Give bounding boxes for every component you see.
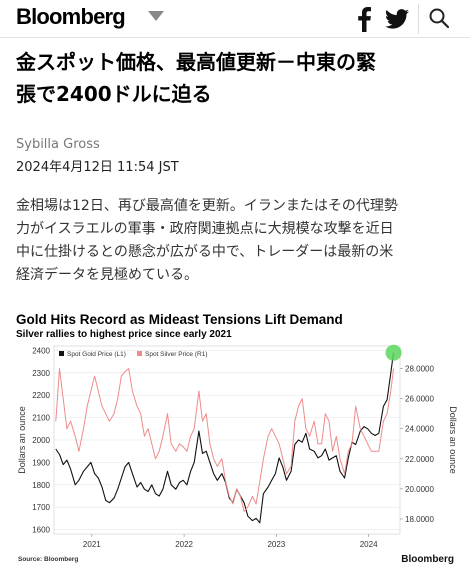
series-line-silver — [55, 368, 394, 512]
y-left-tick-label: 1600 — [32, 526, 50, 535]
paragraph-line: 経済データを見極めている。 — [16, 267, 198, 283]
y-right-tick-label: 24.0000 — [405, 425, 434, 434]
paragraph-line: 金相場は12日、再び最高値を更新。イランまたはその代理勢 — [16, 198, 398, 214]
y-right-tick-label: 28.0000 — [405, 365, 434, 374]
headline-line: 金スポット価格、最高値更新－中東の緊 — [16, 50, 376, 74]
legend-label: Spot Gold Price (L1) — [67, 351, 126, 358]
chevron-down-icon[interactable] — [148, 11, 164, 21]
gold-price-chart: 2400 2300 2200 2100 2000 1900 1800 1700 1600 28.0… — [14, 312, 458, 570]
chart-canvas: 2400 2300 2200 2100 2000 1900 1800 1700 1600 28.0… — [17, 344, 458, 565]
publish-date: 2024年4月12日 11:54 JST — [16, 160, 179, 175]
y-left-tick-label: 2200 — [32, 391, 50, 400]
article-headline: 金スポット価格、最高値更新－中東の緊 張で2400ドルに迫る — [16, 46, 456, 110]
record-highlight-marker — [385, 344, 402, 361]
y-right-tick-label: 22.0000 — [405, 455, 434, 464]
legend-label: Spot Silver Price (R1) — [145, 351, 208, 358]
y-left-tick-label: 2300 — [32, 369, 50, 378]
chart-title: Gold Hits Record as Mideast Tensions Lif… — [16, 312, 343, 327]
x-tick-label: 2022 — [175, 540, 193, 549]
author-name[interactable]: Sybilla Gross — [16, 137, 100, 152]
y-left-tick-label: 2000 — [32, 436, 50, 445]
header-divider — [418, 4, 419, 34]
search-icon[interactable] — [428, 7, 450, 29]
article-paragraph: 金相場は12日、再び最高値を更新。イランまたはその代理勢 力がイスラエルの軍事・… — [16, 195, 456, 287]
facebook-icon[interactable] — [355, 6, 373, 32]
y-axis-label-left: Dollars an ounce — [17, 406, 27, 474]
bloomberg-logo[interactable]: Bloomberg — [16, 4, 126, 29]
site-header: Bloomberg — [0, 0, 470, 38]
legend-swatch — [137, 351, 142, 356]
headline-line: 張で2400ドルに迫る — [16, 82, 212, 106]
legend-swatch — [59, 351, 64, 356]
chart-brand: Bloomberg — [401, 554, 454, 565]
y-right-tick-label: 20.0000 — [405, 485, 434, 494]
x-tick-label: 2024 — [360, 540, 378, 549]
twitter-icon[interactable] — [385, 8, 409, 30]
y-right-tick-label: 18.0000 — [405, 515, 434, 524]
y-left-tick-label: 1800 — [32, 481, 50, 490]
x-tick-label: 2023 — [267, 540, 285, 549]
chart-source: Source: Bloomberg — [18, 556, 78, 563]
y-left-tick-label: 2400 — [32, 346, 50, 355]
x-tick-label: 2021 — [83, 540, 101, 549]
y-axis-label-right: Dollars an ounce — [448, 406, 458, 474]
paragraph-line: 力がイスラエルの軍事・政府関連拠点に大規模な攻撃を近日 — [16, 221, 394, 237]
y-right-tick-label: 26.0000 — [405, 395, 434, 404]
paragraph-line: 中に仕掛けるとの懸念が広がる中で、トレーダーは最新の米 — [16, 244, 394, 260]
y-left-tick-label: 2100 — [32, 414, 50, 423]
chart-subtitle: Silver rallies to highest price since ea… — [16, 329, 232, 340]
y-left-tick-label: 1700 — [32, 503, 50, 512]
y-left-tick-label: 1900 — [32, 458, 50, 467]
